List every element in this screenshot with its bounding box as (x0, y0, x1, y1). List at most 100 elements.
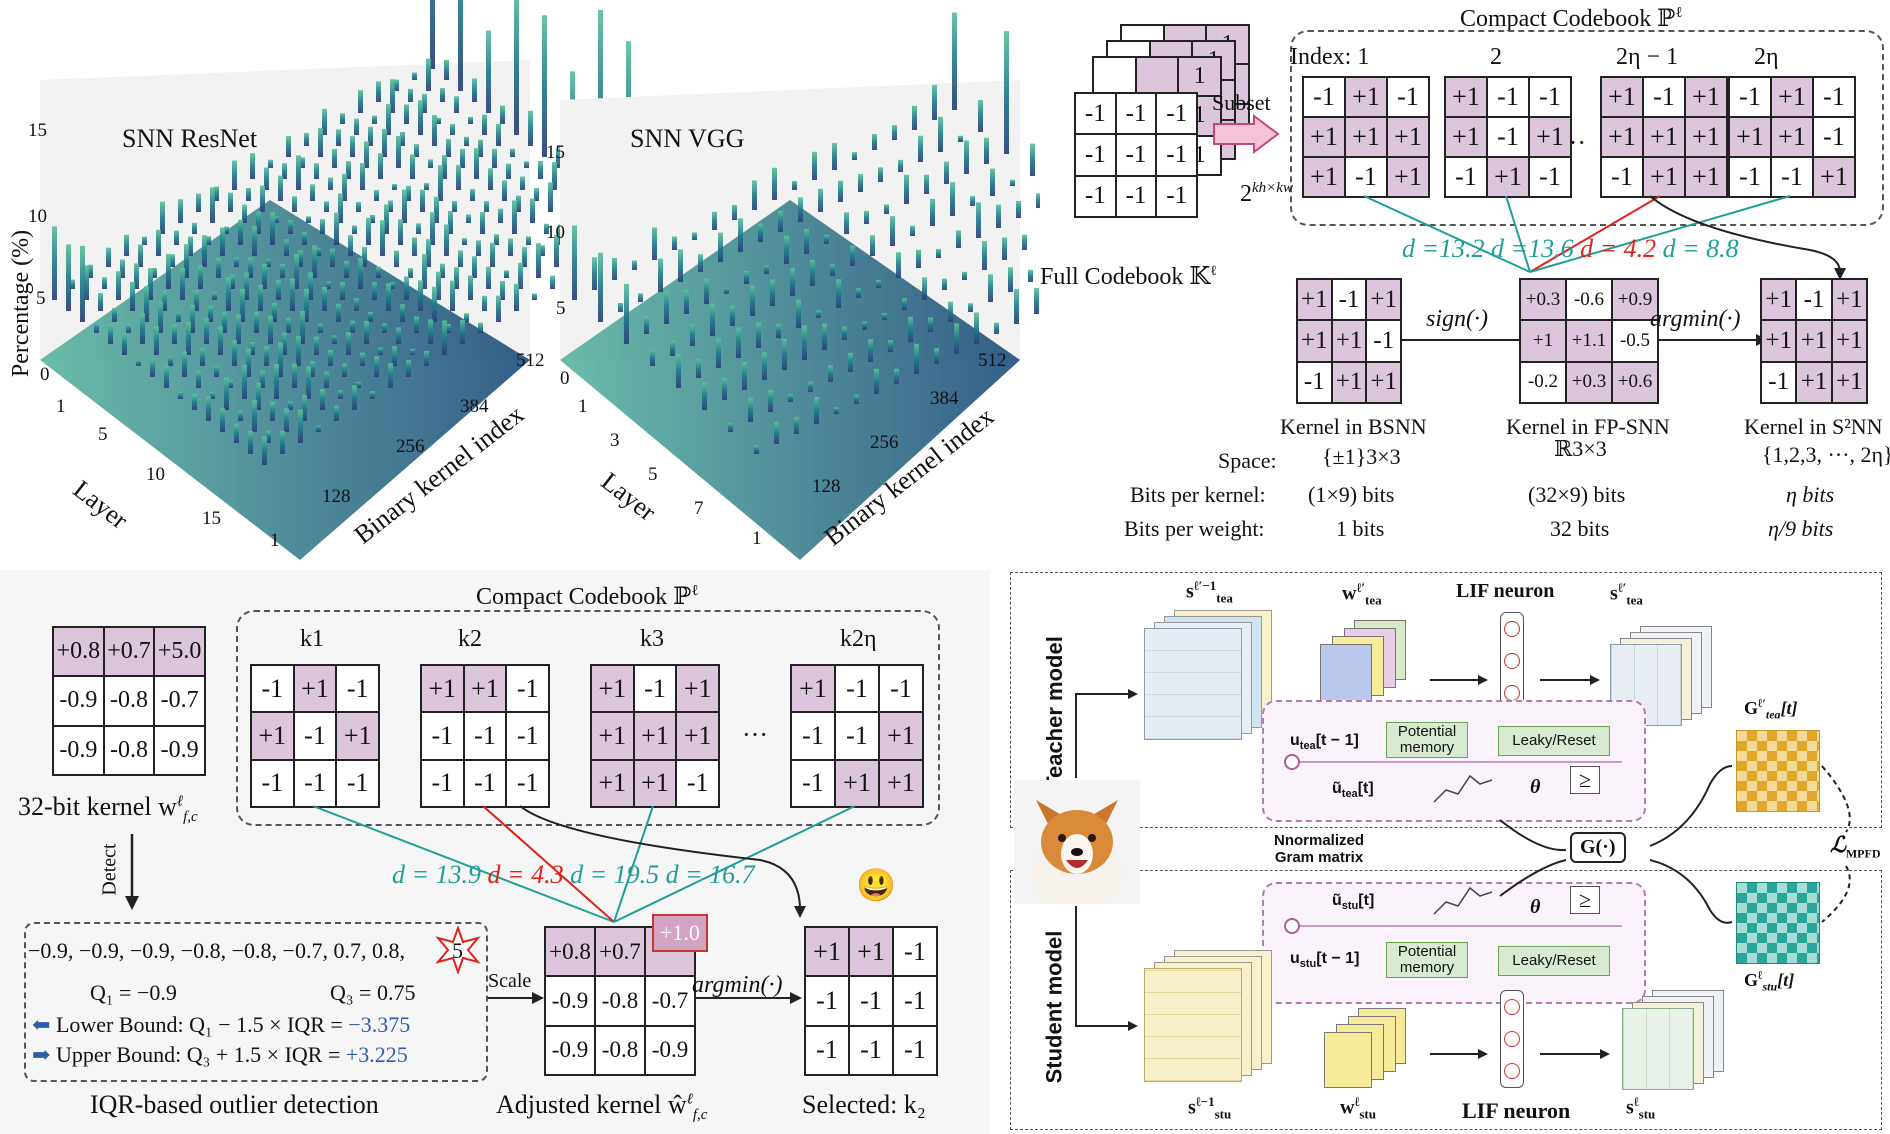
resnet-bar (424, 351, 429, 366)
resnet-bar (192, 222, 197, 234)
resnet-bar (556, 146, 561, 168)
resnet-bar (152, 267, 157, 278)
resnet-bar (306, 366, 311, 399)
upper-bound: ➡ Upper Bound: Q₃ + 1.5 × IQR = +3.225 (32, 1042, 408, 1067)
vgg-bar (814, 396, 819, 424)
resnet-bar (278, 342, 283, 377)
resnet-bar (174, 230, 179, 245)
w-tea-kernels (1320, 620, 1420, 710)
resnet-bar (332, 148, 337, 168)
vgg-bar (792, 180, 797, 190)
resnet-bar (324, 371, 329, 388)
resnet-bar (336, 129, 341, 146)
resnet-bar (538, 160, 543, 179)
resnet-bar (390, 282, 395, 289)
resnet-bar (408, 88, 413, 102)
resnet-bar (130, 282, 135, 311)
vgg-bar (592, 257, 597, 290)
resnet-bar (270, 212, 275, 245)
panel-c-distances: d = 13.9 d = 4.3 d = 19.5 d = 16.7 (392, 860, 755, 889)
vgg-bar (812, 151, 817, 180)
vgg-bar (752, 180, 757, 210)
argmin-label-c: argmin(·) (692, 972, 783, 998)
vgg-bar (892, 125, 897, 140)
vgg-kernel-tick-512: 512 (978, 350, 1007, 371)
resnet-bar (258, 284, 263, 311)
vgg-bar (782, 338, 787, 370)
vgg-kernel-tick-1: 1 (752, 528, 762, 549)
resnet-bar (440, 263, 445, 278)
resnet-bar (242, 364, 247, 399)
resnet-bar (478, 322, 483, 333)
resnet-bar (264, 346, 269, 366)
student-label: Student model (1041, 930, 1067, 1084)
vgg-bar (742, 362, 747, 390)
vgg-bar (938, 116, 943, 152)
resnet-bar (102, 277, 107, 289)
resnet-bar (370, 214, 375, 223)
resnet-bar (322, 108, 327, 135)
vgg-bar (618, 302, 623, 312)
resnet-bar (496, 123, 501, 146)
vgg-bar (936, 248, 941, 258)
resnet-ytick-5: 5 (36, 288, 46, 309)
vgg-bar (970, 195, 975, 206)
resnet-bar (364, 320, 369, 344)
resnet-bar (312, 245, 317, 278)
resnet-bar (454, 267, 459, 289)
resnet-bar (482, 295, 487, 311)
resnet-bar (266, 259, 271, 267)
resnet-bar (382, 323, 387, 333)
resnet-bar (274, 216, 279, 223)
vgg-bar (864, 210, 869, 224)
resnet-bar (398, 219, 403, 245)
resnet-bar (446, 138, 451, 157)
arrow-right-icon: ➡ (32, 1042, 56, 1067)
resnet-bar (402, 189, 407, 223)
resnet-bar (140, 313, 145, 344)
resnet-bar (450, 280, 455, 311)
resnet-bar (396, 327, 401, 344)
resnet-bar (350, 320, 355, 333)
vgg-bar (796, 299, 801, 328)
vgg-bar (932, 84, 937, 120)
vgg-bar (638, 293, 643, 302)
resnet-bar (498, 208, 503, 223)
resnet-bar (430, 212, 435, 245)
resnet-bar (466, 214, 471, 223)
resnet-bar (550, 275, 555, 289)
vgg-bar (722, 378, 727, 400)
resnet-bar (204, 318, 209, 344)
vgg-bar (712, 211, 717, 230)
vgg-title: SNN VGG (630, 124, 745, 153)
resnet-bar (544, 223, 549, 234)
resnet-bar (288, 401, 293, 410)
resnet-bar (400, 131, 405, 146)
resnet-bar (234, 257, 239, 267)
vgg-bar (670, 340, 675, 356)
resnet-bar (540, 245, 545, 256)
resnet-bar (444, 224, 449, 256)
iqr-frame (24, 922, 488, 1082)
adjusted-caption: Adjusted kernel ŵℓf,c (496, 1090, 708, 1124)
resnet-bar (388, 200, 393, 212)
vgg-bar (572, 225, 577, 300)
vgg-bar (664, 290, 669, 324)
subset-label: Subset (1212, 90, 1271, 115)
resnet-bar (98, 292, 103, 311)
vgg-bar (850, 245, 855, 266)
potential-memory-stu: Potential memory (1386, 942, 1468, 978)
teacher-label: Teacher model (1041, 636, 1067, 790)
resnet-bar (306, 216, 311, 223)
resnet-bar (378, 347, 383, 355)
resnet-bar (254, 311, 259, 333)
resnet-bar (376, 266, 381, 278)
resnet-bar (520, 176, 525, 190)
vgg-bar (868, 339, 873, 362)
resnet-bar (194, 290, 199, 311)
vgg-bar (1030, 143, 1035, 176)
resnet-bar (388, 363, 393, 388)
bits-kernel-fp: (32×9) bits (1528, 482, 1626, 507)
sorted-values: −0.9, −0.9, −0.9, −0.8, −0.8, −0.7, 0.7,… (28, 938, 405, 963)
vgg-bar (978, 100, 983, 132)
